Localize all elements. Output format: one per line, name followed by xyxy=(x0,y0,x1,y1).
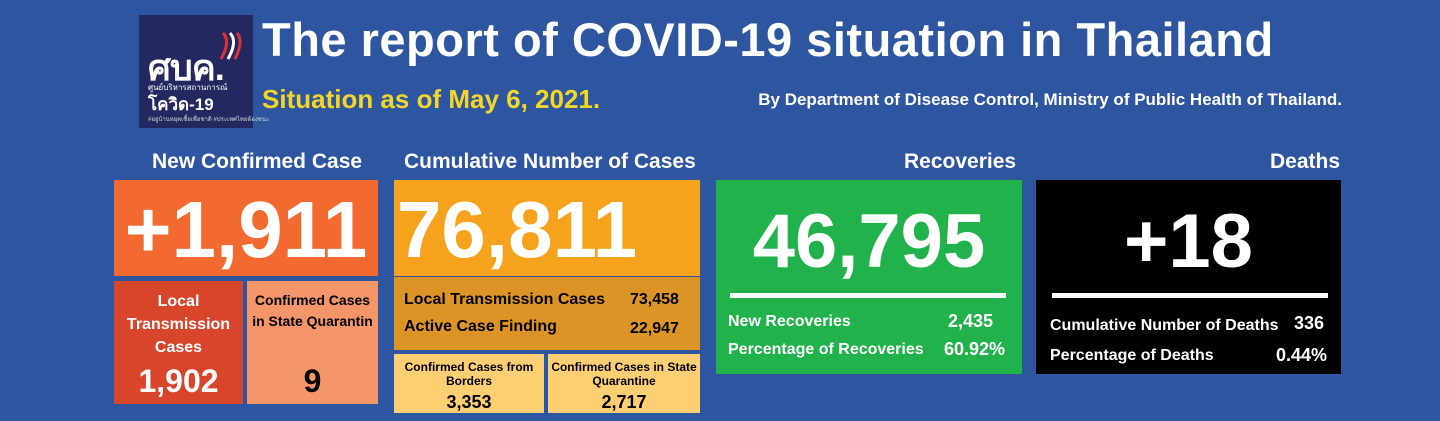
borders-box: Confirmed Cases from Borders 3,353 xyxy=(394,354,544,413)
recoveries-heading: Recoveries xyxy=(904,150,1017,173)
active-case-label: Active Case Finding xyxy=(404,318,557,335)
deaths-heading: Deaths xyxy=(1270,150,1341,173)
dcd-logo: ศบค. ศูนย์บริหารสถานการณ์ โควิด-19 #อยู่… xyxy=(139,15,269,128)
logo-abbreviation: ศบค. xyxy=(148,47,225,88)
new-cases-value: +1,911 xyxy=(124,185,368,274)
new-recoveries-value: 2,435 xyxy=(948,311,994,331)
situation-date: Situation as of May 6, 2021. xyxy=(262,84,601,114)
logo-name: โควิด-19 xyxy=(148,95,214,114)
new-recoveries-label: New Recoveries xyxy=(728,313,851,330)
source-byline: By Department of Disease Control, Minist… xyxy=(758,90,1342,109)
state-quarantine-box: Confirmed Cases in State Quarantin 9 xyxy=(247,281,378,404)
deaths-divider xyxy=(1052,293,1328,298)
borders-value: 3,353 xyxy=(446,392,492,412)
recoveries-value: 46,795 xyxy=(752,199,986,284)
cumulative-value: 76,811 xyxy=(396,185,638,274)
local-transmission-box: Local Transmission Cases 1,902 xyxy=(114,281,243,404)
recovery-pct-label: Percentage of Recoveries xyxy=(728,341,924,358)
state-quarantine-value: 9 xyxy=(303,363,322,399)
deaths-value: +18 xyxy=(1124,199,1253,284)
local-transmission-label: Local Transmission Cases xyxy=(126,293,231,356)
recoveries-divider xyxy=(730,293,1006,298)
cum-local-label: Local Transmission Cases xyxy=(404,291,605,308)
state-quarantine-label: Confirmed Cases in State Quarantin xyxy=(252,292,373,329)
logo-subtext: ศูนย์บริหารสถานการณ์ xyxy=(148,83,228,92)
logo-tagline: #อยู่บ้านหยุดเชื้อเพื่อชาติ #ประเทศไทยต้… xyxy=(148,117,270,123)
local-transmission-value: 1,902 xyxy=(138,363,219,399)
cumulative-card: 76,811 xyxy=(394,180,700,276)
deaths-card: +18 Cumulative Number of Deaths 336 Perc… xyxy=(1036,180,1341,374)
logo-stripes-icon xyxy=(219,31,242,60)
death-pct-label: Percentage of Deaths xyxy=(1050,347,1214,364)
new-cases-heading: New Confirmed Case xyxy=(152,150,363,173)
cum-quarantine-label: Confirmed Cases in State Quarantine xyxy=(551,360,697,388)
page-title: The report of COVID-19 situation in Thai… xyxy=(262,13,1274,66)
borders-label: Confirmed Cases from Borders xyxy=(404,360,534,388)
recovery-pct-value: 60.92% xyxy=(944,339,1006,359)
death-pct-value: 0.44% xyxy=(1276,345,1328,365)
new-cases-card: +1,911 xyxy=(114,180,378,276)
cum-local-value: 73,458 xyxy=(630,291,679,308)
cum-quarantine-value: 2,717 xyxy=(601,392,647,412)
active-case-value: 22,947 xyxy=(630,320,679,337)
cum-deaths-value: 336 xyxy=(1294,313,1325,333)
recoveries-card: 46,795 New Recoveries 2,435 Percentage o… xyxy=(716,180,1022,374)
cum-quarantine-box: Confirmed Cases in State Quarantine 2,71… xyxy=(548,354,700,413)
cum-deaths-label: Cumulative Number of Deaths xyxy=(1050,317,1279,334)
cumulative-detail-box: Local Transmission Cases 73,458 Active C… xyxy=(394,277,700,350)
cumulative-heading: Cumulative Number of Cases xyxy=(404,150,696,173)
